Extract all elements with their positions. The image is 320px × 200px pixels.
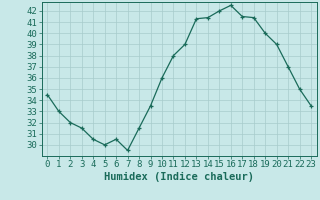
X-axis label: Humidex (Indice chaleur): Humidex (Indice chaleur)	[104, 172, 254, 182]
